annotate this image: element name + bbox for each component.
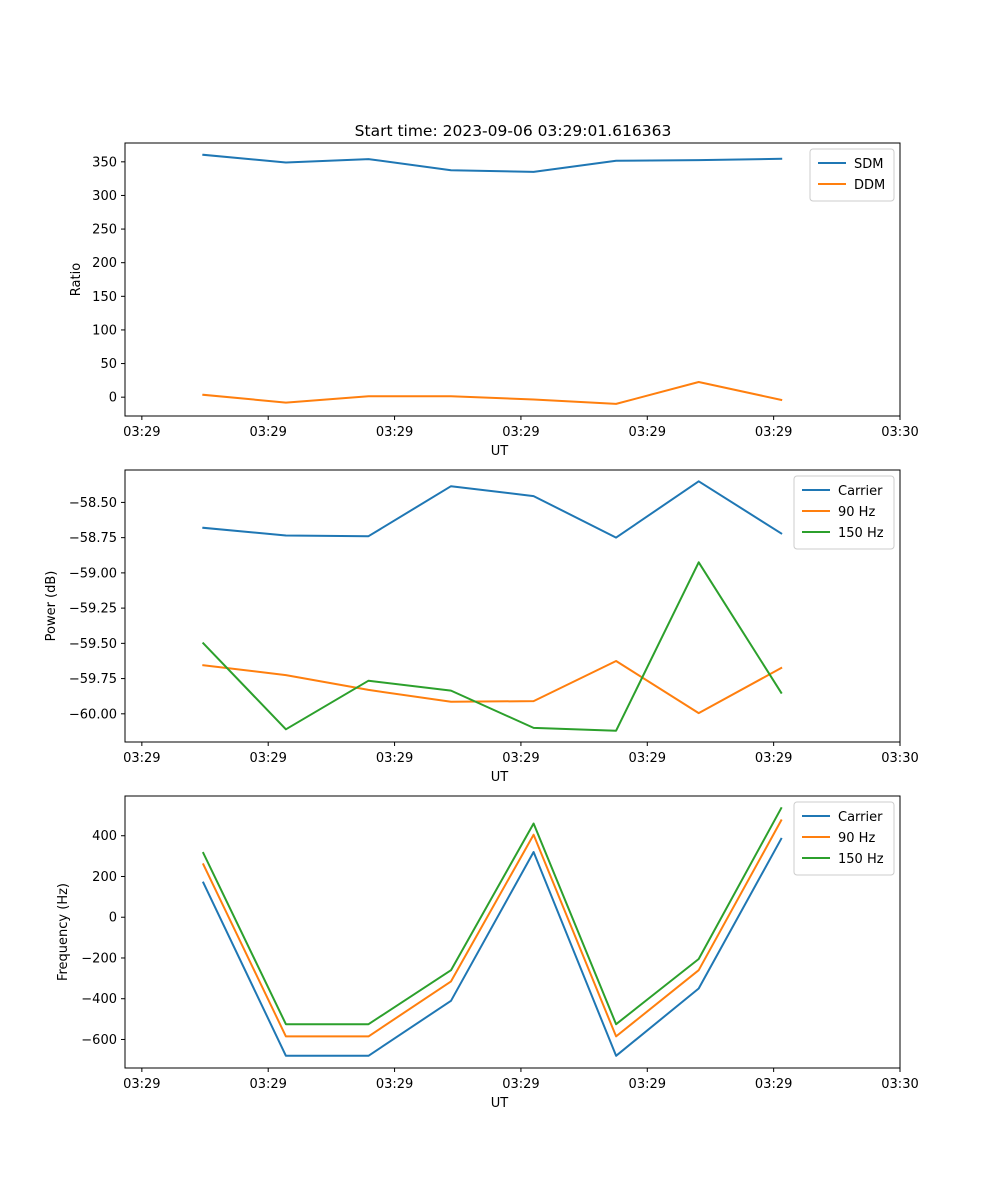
legend-box — [793, 475, 895, 550]
x-tick-label: 03:29 — [249, 1077, 286, 1092]
series-line-150-hz — [201, 561, 783, 732]
legend-label: 90 Hz — [838, 831, 875, 846]
frequency-panel: 03:29 03:29 03:29 03:29 03:29 03:29 03:30 −600 −… — [56, 795, 919, 1111]
legend-box — [793, 801, 895, 876]
x-tick-label: 03:30 — [881, 751, 918, 766]
y-tick-label: 350 — [92, 155, 117, 170]
legend-label: 150 Hz — [838, 526, 884, 541]
x-tick-label: 03:29 — [755, 751, 792, 766]
x-tick-label: 03:29 — [755, 425, 792, 440]
series-line-sdm — [202, 153, 783, 173]
y-tick-label: −400 — [81, 992, 117, 1007]
y-tick-label: 150 — [92, 290, 117, 305]
legend-label: 90 Hz — [838, 505, 875, 520]
legend-label: DDM — [854, 178, 885, 193]
x-tick-label: 03:29 — [502, 751, 539, 766]
x-axis-label: UT — [491, 770, 509, 785]
y-tick-label: 200 — [92, 870, 117, 885]
y-tick-label: −59.75 — [69, 672, 117, 687]
y-tick-label: −59.50 — [69, 637, 117, 652]
series-line-carrier — [202, 480, 783, 539]
y-tick-label: −60.00 — [69, 707, 117, 722]
x-tick-label: 03:29 — [376, 751, 413, 766]
y-tick-label: 400 — [92, 829, 117, 844]
x-tick-label: 03:29 — [249, 425, 286, 440]
series-line-carrier — [201, 837, 783, 1057]
x-tick-label: 03:29 — [249, 751, 286, 766]
plot-frame — [124, 142, 901, 417]
y-tick-label: 0 — [109, 391, 117, 406]
y-tick-label: 0 — [109, 911, 117, 926]
y-tick-label: 50 — [100, 357, 117, 372]
y-tick-label: −59.00 — [69, 566, 117, 581]
x-tick-label: 03:29 — [376, 1077, 413, 1092]
series-line-150-hz — [201, 806, 783, 1026]
legend-label: Carrier — [838, 484, 883, 499]
y-tick-label: −58.75 — [69, 531, 117, 546]
y-tick-label: −58.50 — [69, 496, 117, 511]
y-tick-label: −600 — [81, 1033, 117, 1048]
figure-title: Start time: 2023-09-06 03:29:01.616363 — [355, 122, 672, 140]
y-tick-label: 300 — [92, 189, 117, 204]
x-tick-label: 03:29 — [502, 1077, 539, 1092]
legend: Carrier 90 Hz 150 Hz — [793, 475, 895, 550]
y-tick-label: 100 — [92, 323, 117, 338]
x-tick-label: 03:29 — [123, 425, 160, 440]
series-line-90-hz — [202, 660, 783, 715]
y-axis-label: Frequency (Hz) — [56, 883, 71, 981]
y-axis-label: Ratio — [69, 263, 84, 296]
legend: Carrier 90 Hz 150 Hz — [793, 801, 895, 876]
y-tick-label: 250 — [92, 223, 117, 238]
x-tick-label: 03:29 — [123, 751, 160, 766]
x-tick-label: 03:30 — [881, 425, 918, 440]
y-tick-label: −200 — [81, 951, 117, 966]
plot-frame — [124, 469, 901, 743]
legend-label: 150 Hz — [838, 852, 884, 867]
x-tick-label: 03:29 — [629, 425, 666, 440]
y-tick-label: −59.25 — [69, 602, 117, 617]
x-tick-label: 03:29 — [376, 425, 413, 440]
x-axis-label: UT — [491, 1096, 509, 1111]
x-tick-label: 03:29 — [502, 425, 539, 440]
x-tick-label: 03:29 — [629, 751, 666, 766]
x-axis-label: UT — [491, 444, 509, 459]
legend: SDM DDM — [809, 148, 895, 202]
y-axis-label: Power (dB) — [44, 571, 59, 642]
ratio-panel: 03:29 03:29 03:29 03:29 03:29 03:29 03:30 0 50 10… — [69, 142, 919, 459]
x-tick-label: 03:29 — [123, 1077, 160, 1092]
legend-label: Carrier — [838, 810, 883, 825]
series-line-ddm — [202, 381, 783, 405]
x-tick-label: 03:30 — [881, 1077, 918, 1092]
power-panel: 03:29 03:29 03:29 03:29 03:29 03:29 03:30 −60.0… — [44, 469, 919, 785]
x-tick-label: 03:29 — [755, 1077, 792, 1092]
x-tick-label: 03:29 — [629, 1077, 666, 1092]
series-line-90-hz — [201, 819, 783, 1038]
legend-label: SDM — [854, 157, 883, 172]
y-tick-label: 200 — [92, 256, 117, 271]
plot-frame — [124, 795, 901, 1069]
